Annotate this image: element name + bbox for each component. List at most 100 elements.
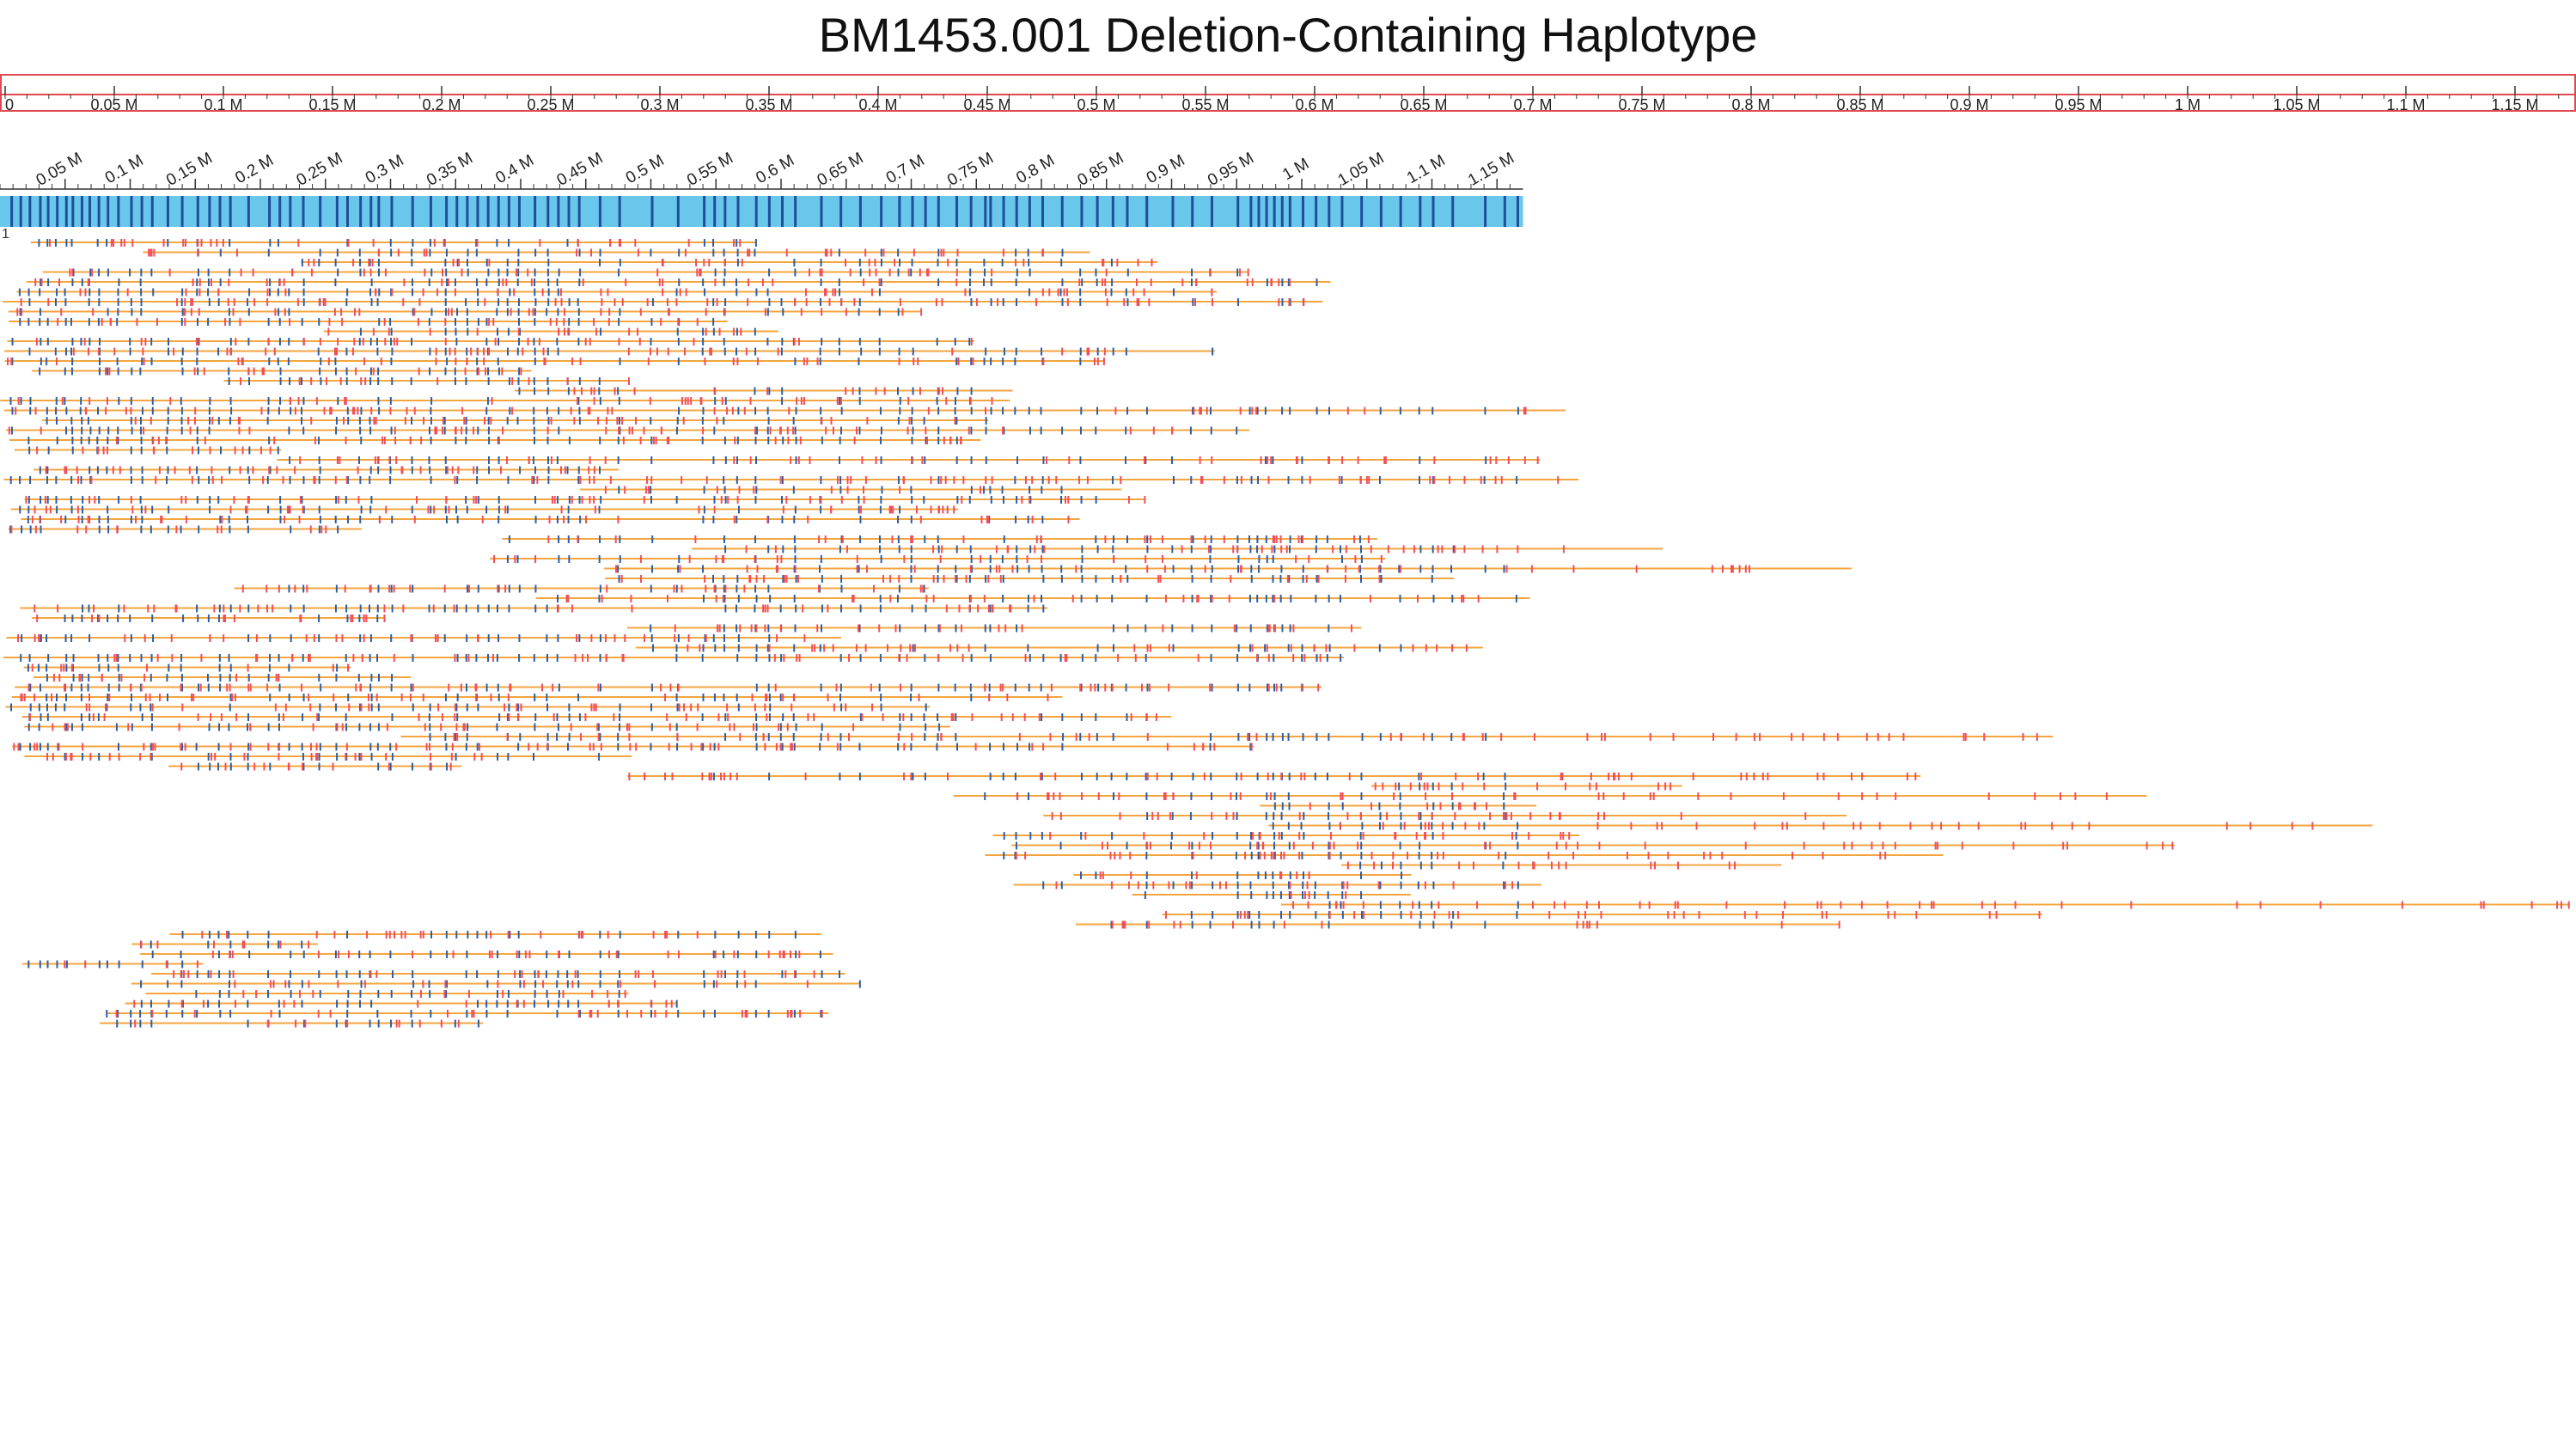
unaligned-label xyxy=(151,703,154,712)
aligned-label xyxy=(676,417,679,425)
aligned-label xyxy=(89,476,92,484)
aligned-label xyxy=(168,347,170,356)
aligned-label xyxy=(1191,852,1193,859)
unaligned-label xyxy=(383,437,386,444)
aligned-label xyxy=(1211,565,1213,573)
aligned-label xyxy=(1328,624,1330,633)
aligned-label xyxy=(140,1000,143,1008)
aligned-label xyxy=(755,288,758,297)
unaligned-label xyxy=(1148,683,1151,692)
unaligned-label xyxy=(441,426,443,435)
unaligned-label xyxy=(31,516,34,523)
aligned-label xyxy=(197,367,199,376)
aligned-label xyxy=(301,980,303,988)
aligned-label xyxy=(11,407,14,415)
unaligned-label xyxy=(1617,773,1620,780)
reference-label-site xyxy=(1280,196,1284,227)
unaligned-label xyxy=(1148,298,1151,306)
unaligned-label xyxy=(1297,535,1300,543)
unaligned-label xyxy=(78,674,81,682)
aligned-label xyxy=(546,377,549,385)
unaligned-label xyxy=(1378,565,1381,573)
unaligned-label xyxy=(241,584,244,593)
unaligned-label xyxy=(668,723,671,731)
unaligned-label xyxy=(64,723,66,731)
unaligned-label xyxy=(57,318,59,326)
ruler-tick-label: 0.1 M xyxy=(204,96,242,112)
unaligned-label xyxy=(1380,555,1383,563)
aligned-label xyxy=(390,358,393,365)
unaligned-label xyxy=(894,624,897,633)
unaligned-label xyxy=(333,694,335,701)
aligned-label xyxy=(485,931,488,938)
aligned-label xyxy=(279,516,282,523)
aligned-label xyxy=(1281,298,1284,306)
unaligned-label xyxy=(454,654,456,662)
unaligned-label xyxy=(1047,792,1050,800)
aligned-label xyxy=(207,614,210,622)
unaligned-label xyxy=(1328,852,1331,859)
aligned-label xyxy=(858,496,860,504)
aligned-label xyxy=(767,733,770,741)
aligned-label xyxy=(1236,812,1238,820)
unaligned-label xyxy=(644,486,647,494)
aligned-label xyxy=(1289,545,1291,553)
aligned-label xyxy=(218,1000,221,1008)
aligned-label xyxy=(1191,871,1193,879)
aligned-label xyxy=(496,308,498,316)
unaligned-label xyxy=(273,437,276,444)
unaligned-label xyxy=(1121,920,1124,929)
aligned-label xyxy=(376,743,379,751)
aligned-label xyxy=(1361,822,1364,830)
unaligned-label xyxy=(63,663,65,672)
unaligned-label xyxy=(1267,456,1269,464)
aligned-label xyxy=(168,505,170,514)
aligned-label xyxy=(456,654,459,662)
unaligned-label xyxy=(863,278,865,286)
aligned-label xyxy=(1399,792,1401,800)
unaligned-label xyxy=(178,723,180,731)
unaligned-label xyxy=(455,358,457,365)
unaligned-label xyxy=(582,654,584,662)
aligned-label xyxy=(736,980,738,988)
unaligned-label xyxy=(650,476,653,484)
unaligned-label xyxy=(376,456,379,464)
aligned-label xyxy=(599,733,601,741)
aligned-label xyxy=(1079,456,1082,464)
aligned-label xyxy=(118,397,120,405)
unaligned-label xyxy=(1426,802,1429,810)
unaligned-label xyxy=(614,565,617,573)
aligned-label xyxy=(70,476,73,484)
aligned-label xyxy=(795,575,797,583)
unaligned-label xyxy=(1603,733,1606,741)
unaligned-label xyxy=(985,476,987,484)
reference-label-site xyxy=(598,196,601,227)
aligned-label xyxy=(430,437,432,444)
aligned-label xyxy=(507,327,510,336)
unaligned-label xyxy=(826,248,828,257)
aligned-label xyxy=(20,654,22,662)
aligned-label xyxy=(508,377,510,385)
aligned-label xyxy=(1300,535,1303,543)
unaligned-label xyxy=(558,327,560,336)
aligned-label xyxy=(98,753,101,761)
aligned-label xyxy=(781,397,784,405)
aligned-label xyxy=(497,970,499,978)
unaligned-label xyxy=(65,466,68,474)
unaligned-label xyxy=(363,268,365,277)
aligned-label xyxy=(443,604,446,613)
aligned-label xyxy=(780,298,783,306)
unaligned-label xyxy=(266,584,268,593)
unaligned-label xyxy=(732,358,735,365)
unaligned-label xyxy=(55,358,58,365)
aligned-label xyxy=(209,762,211,771)
unaligned-label xyxy=(1464,822,1467,830)
reference-contig-bar[interactable] xyxy=(0,191,2576,229)
aligned-label xyxy=(840,584,843,593)
unaligned-label xyxy=(249,723,252,731)
unaligned-label xyxy=(779,624,782,633)
aligned-label xyxy=(487,417,490,425)
aligned-label xyxy=(970,387,973,395)
aligned-label xyxy=(28,654,31,662)
unaligned-label xyxy=(1859,822,1862,830)
